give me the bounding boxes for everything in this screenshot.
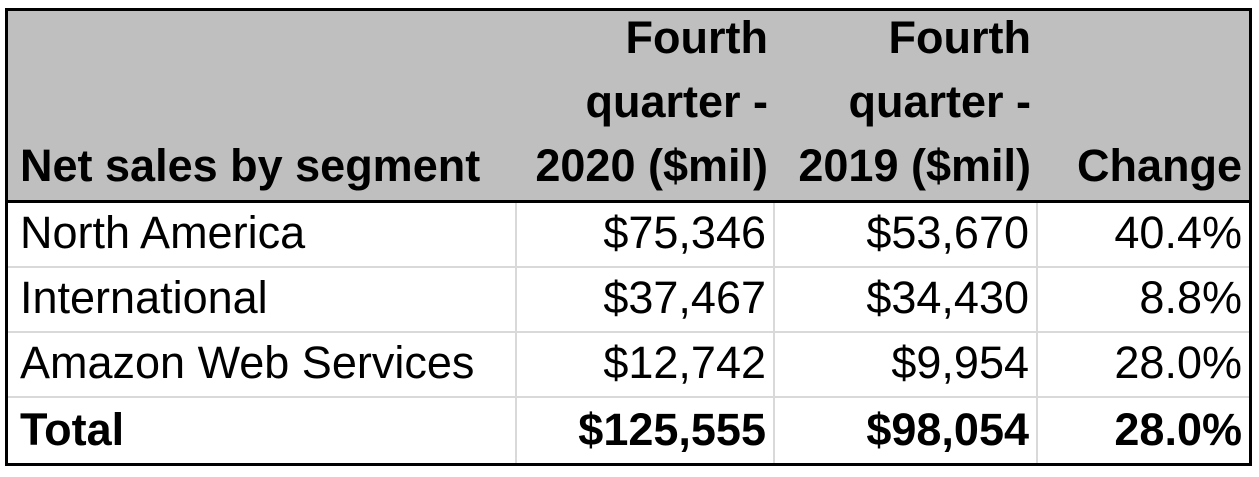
q4-2020-cell: $37,467 xyxy=(517,268,775,333)
header-line: Fourth xyxy=(625,12,768,63)
total-label-cell: Total xyxy=(8,398,517,463)
segment-cell: International xyxy=(8,268,517,333)
column-header-segment: Net sales by segment xyxy=(8,11,517,203)
change-cell: 28.0% xyxy=(1038,333,1249,398)
change-cell: 40.4% xyxy=(1038,203,1249,268)
q4-2020-cell: $12,742 xyxy=(517,333,775,398)
header-line: 2020 ($mil) xyxy=(535,140,768,191)
q4-2019-cell: $9,954 xyxy=(775,333,1038,398)
column-header-q4-2020: Fourth quarter - 2020 ($mil) xyxy=(517,11,775,203)
change-cell: 8.8% xyxy=(1038,268,1249,333)
table-grid: Net sales by segment Fourth quarter - 20… xyxy=(5,8,1252,466)
q4-2020-cell: $75,346 xyxy=(517,203,775,268)
header-line: quarter - xyxy=(585,76,768,127)
total-q4-2020-cell: $125,555 xyxy=(517,398,775,463)
total-change-cell: 28.0% xyxy=(1114,404,1242,455)
header-line: Fourth xyxy=(888,12,1031,63)
column-header-change: Change xyxy=(1038,11,1249,203)
header-line: quarter - xyxy=(848,76,1031,127)
q4-2019-cell: $34,430 xyxy=(775,268,1038,333)
column-header-q4-2019: Fourth quarter - 2019 ($mil) xyxy=(775,11,1038,203)
header-line: 2019 ($mil) xyxy=(798,140,1031,191)
segment-cell: Amazon Web Services xyxy=(8,333,517,398)
q4-2019-cell: $53,670 xyxy=(775,203,1038,268)
total-q4-2019-cell: $98,054 xyxy=(775,398,1038,463)
segment-cell: North America xyxy=(8,203,517,268)
